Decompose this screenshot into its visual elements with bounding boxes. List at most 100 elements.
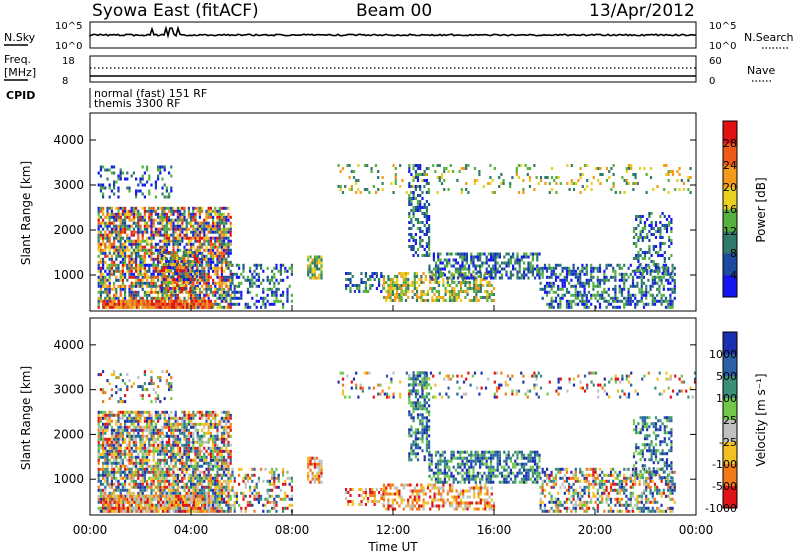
data-cell xyxy=(412,209,415,212)
data-cell xyxy=(242,269,245,273)
data-cell xyxy=(466,293,469,296)
data-cell xyxy=(170,443,173,447)
data-cell xyxy=(631,281,635,285)
data-cell xyxy=(476,270,479,274)
data-cell xyxy=(210,302,213,306)
data-cell xyxy=(473,167,477,170)
data-cell xyxy=(220,236,223,240)
data-cell xyxy=(104,449,107,453)
data-cell xyxy=(168,239,171,243)
data-cell xyxy=(421,221,424,224)
data-cell xyxy=(465,261,468,265)
data-cell xyxy=(170,305,173,309)
data-cell xyxy=(176,248,179,252)
data-cell xyxy=(183,434,186,438)
data-cell xyxy=(154,473,157,477)
data-cell xyxy=(201,263,204,267)
data-cell xyxy=(461,252,464,256)
data-cell xyxy=(148,206,151,210)
data-cell xyxy=(344,185,347,188)
data-cell xyxy=(192,434,195,438)
data-cell xyxy=(473,296,476,299)
data-cell xyxy=(126,299,129,303)
data-cell xyxy=(650,221,653,224)
data-cell xyxy=(227,305,230,309)
data-cell xyxy=(194,230,197,234)
data-cell xyxy=(563,293,566,297)
data-cell xyxy=(207,266,210,270)
data-cell xyxy=(172,290,175,294)
data-cell xyxy=(162,272,166,275)
data-cell xyxy=(517,176,521,179)
data-cell xyxy=(491,179,494,182)
data-cell xyxy=(525,273,528,277)
data-cell xyxy=(629,284,632,288)
data-cell xyxy=(389,293,392,296)
data-cell xyxy=(187,263,190,267)
data-cell xyxy=(614,269,617,273)
data-cell xyxy=(203,269,206,273)
data-cell xyxy=(640,275,643,279)
data-cell xyxy=(168,467,171,471)
data-cell xyxy=(425,245,428,248)
data-cell xyxy=(135,479,138,483)
data-cell xyxy=(193,278,196,281)
data-cell xyxy=(146,305,149,309)
data-cell xyxy=(509,276,512,280)
data-cell xyxy=(212,260,215,264)
data-cell xyxy=(177,302,180,306)
data-cell xyxy=(163,443,166,447)
data-cell xyxy=(525,252,528,256)
data-cell xyxy=(170,209,173,213)
data-cell xyxy=(181,431,184,435)
data-cell xyxy=(163,195,166,199)
data-cell xyxy=(179,503,182,507)
data-cell xyxy=(179,461,182,465)
data-cell xyxy=(393,275,397,278)
data-cell xyxy=(434,267,438,271)
data-cell xyxy=(115,206,118,210)
data-cell xyxy=(121,230,124,234)
data-cell xyxy=(572,263,575,267)
data-cell xyxy=(227,242,230,246)
data-cell xyxy=(160,257,163,260)
data-cell xyxy=(121,209,124,213)
data-cell xyxy=(192,242,195,246)
data-cell xyxy=(444,287,447,290)
data-cell xyxy=(183,476,186,480)
data-cell xyxy=(154,233,157,237)
data-cell xyxy=(428,230,431,233)
data-cell xyxy=(150,443,153,447)
data-cell xyxy=(527,255,530,259)
data-cell xyxy=(135,239,138,243)
data-cell xyxy=(475,290,478,293)
data-cell xyxy=(412,215,415,218)
data-cell xyxy=(262,296,265,300)
data-cell xyxy=(176,425,179,429)
data-cell xyxy=(135,242,138,246)
data-cell xyxy=(161,458,164,462)
data-cell xyxy=(652,233,655,236)
data-cell xyxy=(191,275,194,278)
data-cell xyxy=(117,455,120,459)
data-cell xyxy=(509,182,512,185)
data-cell xyxy=(141,449,144,453)
data-cell xyxy=(470,287,474,290)
data-cell xyxy=(653,296,657,300)
data-cell xyxy=(227,266,230,270)
data-cell xyxy=(605,299,608,303)
data-cell xyxy=(141,233,144,237)
data-cell xyxy=(467,191,470,194)
data-cell xyxy=(113,458,116,462)
data-cell xyxy=(680,179,683,182)
data-cell xyxy=(218,284,221,288)
data-cell xyxy=(126,458,129,462)
data-cell xyxy=(260,296,263,300)
data-cell xyxy=(160,284,163,287)
data-cell xyxy=(106,209,109,213)
data-cell xyxy=(137,422,140,426)
data-cell xyxy=(166,302,169,306)
data-cell xyxy=(637,251,640,254)
data-cell xyxy=(389,299,392,302)
data-cell xyxy=(190,413,193,417)
